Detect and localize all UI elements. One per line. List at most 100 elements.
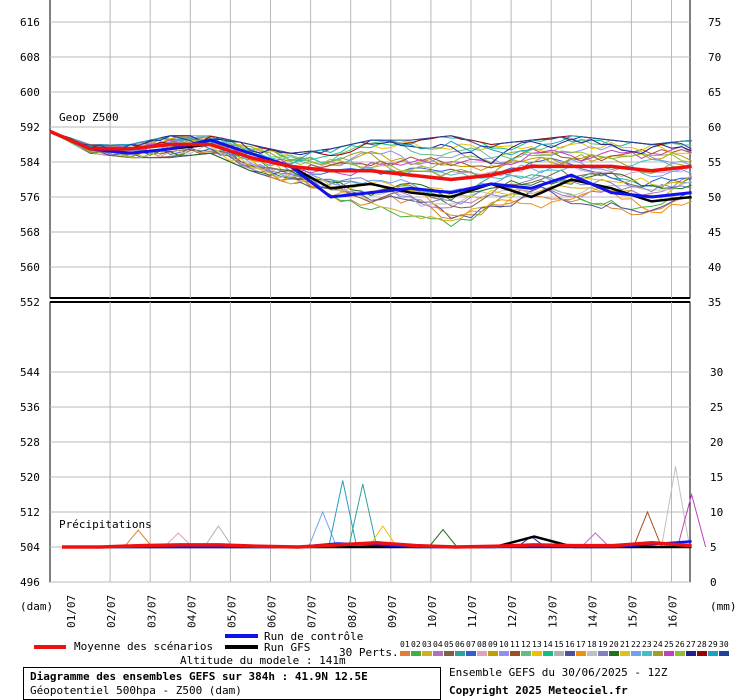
- pert-legend-swatch: [433, 651, 443, 656]
- y-right-tick: 45: [708, 226, 721, 239]
- y-right-tick: 50: [708, 191, 721, 204]
- right-unit-label: (mm): [710, 600, 737, 613]
- pert-legend-number: 29: [708, 640, 718, 649]
- mean-line-top: [49, 129, 692, 182]
- pert-legend-swatch: [587, 651, 597, 656]
- pert-legend-swatch: [444, 651, 454, 656]
- pert-legend-number: 22: [631, 640, 641, 649]
- x-tick-label: 15/07: [627, 595, 640, 628]
- y-left-tick: 592: [20, 121, 40, 134]
- y-left-tick: 552: [20, 296, 40, 309]
- pert-legend-swatch: [532, 651, 542, 656]
- y-right-tick: 0: [710, 576, 717, 589]
- info-title: Diagramme des ensembles GEFS sur 384h : …: [30, 670, 368, 683]
- pert-legend-swatch: [653, 651, 663, 656]
- pert-legend-number: 16: [565, 640, 575, 649]
- y-left-tick: 528: [20, 436, 40, 449]
- x-tick-label: 13/07: [546, 595, 559, 628]
- pert-legend-number: 25: [664, 640, 674, 649]
- pert-legend-number: 01: [400, 640, 410, 649]
- pert-legend-number: 18: [587, 640, 597, 649]
- panel1-label: Geop Z500: [59, 111, 119, 124]
- legend-perts-label: 30 Perts.: [339, 646, 399, 659]
- y-left-tick: 584: [20, 156, 40, 169]
- perturbation-precip-spike: [661, 466, 691, 548]
- y-left-tick: 576: [20, 191, 40, 204]
- pert-legend-number: 09: [488, 640, 498, 649]
- legend-gfs-label: Run GFS: [264, 641, 311, 654]
- left-unit-label: (dam): [20, 600, 53, 613]
- pert-legend-swatch: [477, 651, 487, 656]
- y-right-tick: 35: [708, 296, 721, 309]
- pert-legend-swatch: [400, 651, 410, 656]
- pert-legend-number: 11: [510, 640, 520, 649]
- y-left-tick: 608: [20, 51, 40, 64]
- pert-legend-swatch: [488, 651, 498, 656]
- pert-legend-number: 13: [532, 640, 542, 649]
- pert-legend-number: 26: [675, 640, 685, 649]
- panel2-label: Précipitations: [59, 518, 152, 531]
- pert-legend-swatch: [521, 651, 531, 656]
- pert-legend-swatch: [565, 651, 575, 656]
- pert-legend-number: 03: [422, 640, 432, 649]
- pert-legend-number: 12: [521, 640, 531, 649]
- pert-legend-number: 04: [433, 640, 443, 649]
- legend-mean-label: Moyenne des scénarios: [74, 640, 214, 653]
- pert-legend-swatch: [455, 651, 465, 656]
- pert-legend-swatch: [642, 651, 652, 656]
- y-left-tick: 560: [20, 261, 40, 274]
- pert-legend-swatch: [543, 651, 553, 656]
- perturbation-precip-spike: [328, 480, 358, 548]
- legend-control-label: Run de contrôle: [264, 630, 364, 643]
- y-right-tick: 15: [710, 471, 723, 484]
- pert-legend-number: 17: [576, 640, 586, 649]
- perturbation-precip-spike: [580, 532, 610, 548]
- pert-legend-swatch: [411, 651, 421, 656]
- x-tick-label: 06/07: [266, 595, 279, 628]
- perturbation-precip-spike: [123, 529, 153, 548]
- pert-legend-swatch: [708, 651, 718, 656]
- perturbation-line-top: [49, 130, 692, 178]
- y-right-tick: 60: [708, 121, 721, 134]
- pert-legend-number: 08: [477, 640, 487, 649]
- pert-legend-number: 02: [411, 640, 421, 649]
- y-right-tick: 20: [710, 436, 723, 449]
- pert-legend-swatch: [422, 651, 432, 656]
- y-right-tick: 25: [710, 401, 723, 414]
- y-right-tick: 10: [710, 506, 723, 519]
- y-right-tick: 70: [708, 51, 721, 64]
- y-right-tick: 65: [708, 86, 721, 99]
- x-tick-label: 09/07: [386, 595, 399, 628]
- pert-legend-swatch: [598, 651, 608, 656]
- pert-legend-number: 21: [620, 640, 630, 649]
- pert-legend-number: 10: [499, 640, 509, 649]
- pert-legend-number: 27: [686, 640, 696, 649]
- pert-legend-number: 06: [455, 640, 465, 649]
- perturbation-precip-spike: [677, 492, 707, 548]
- pert-legend-swatch: [697, 651, 707, 656]
- x-tick-label: 03/07: [145, 595, 158, 628]
- x-tick-label: 02/07: [105, 595, 118, 628]
- x-tick-label: 10/07: [426, 595, 439, 628]
- perturbation-precip-spike: [368, 525, 398, 548]
- altitude-label: Altitude du modele : 141m: [180, 654, 346, 667]
- perturbation-precip-spike: [308, 510, 338, 548]
- pert-legend-number: 23: [642, 640, 652, 649]
- y-left-tick: 616: [20, 16, 40, 29]
- y-left-tick: 544: [20, 366, 40, 379]
- x-tick-label: 12/07: [506, 595, 519, 628]
- y-left-tick: 504: [20, 541, 40, 554]
- y-right-tick: 40: [708, 261, 721, 274]
- pert-legend-swatch: [466, 651, 476, 656]
- pert-legend-number: 14: [543, 640, 553, 649]
- info-subtitle: Géopotentiel 500hpa - Z500 (dam): [30, 684, 242, 697]
- pert-legend-number: 30: [719, 640, 729, 649]
- pert-legend-swatch: [620, 651, 630, 656]
- pert-legend-swatch: [631, 651, 641, 656]
- y-right-tick: 55: [708, 156, 721, 169]
- y-left-tick: 568: [20, 226, 40, 239]
- x-tick-label: 04/07: [185, 595, 198, 628]
- x-tick-label: 16/07: [667, 595, 680, 628]
- y-right-tick: 30: [710, 366, 723, 379]
